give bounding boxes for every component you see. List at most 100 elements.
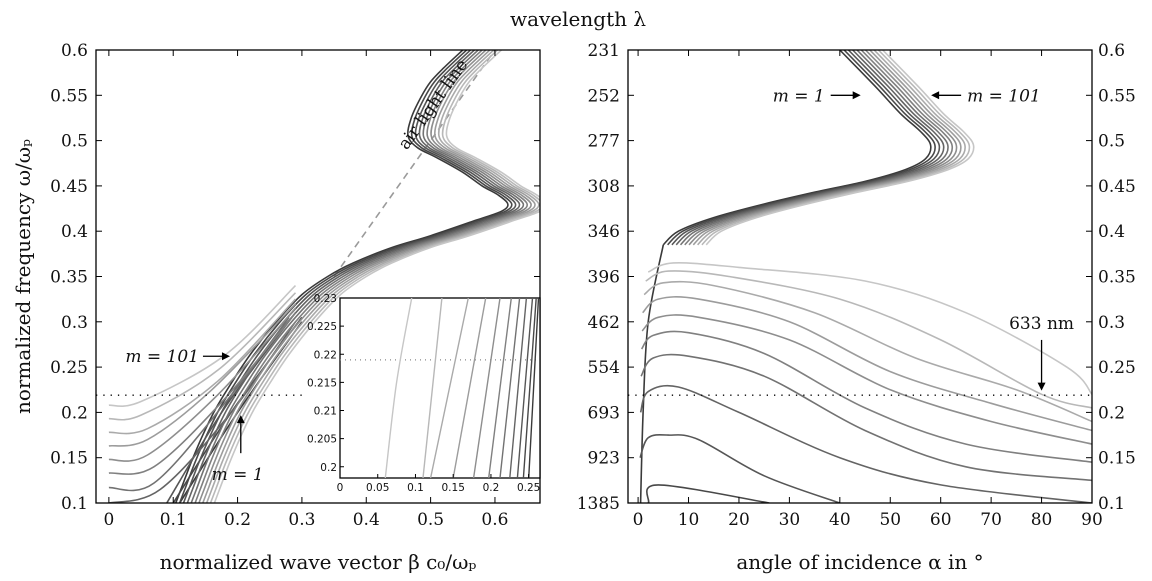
inset-x-tick-label: 0.15 [442,482,465,494]
arrow-m1-head [236,415,245,424]
inset-frame [339,297,541,479]
right-x-tick-label: 50 [879,510,901,530]
inset-x-tick-label: 0 [337,482,344,494]
right-x-tick-label: 0 [633,510,644,530]
right-y-tick-label: 0.6 [1098,41,1125,61]
wavelength-tick-label: 693 [588,403,620,423]
right-x-tick-label: 40 [829,510,851,530]
right-y-tick-label: 0.5 [1098,132,1125,152]
y-tick-label: 0.5 [61,132,88,152]
air-light-line [333,50,496,277]
series-1-upper-line [175,50,509,503]
right-y-tick-label: 0.2 [1098,403,1125,423]
series-10-upper-line [209,50,540,503]
right-x-tick-label: 90 [1081,510,1103,530]
right-series-9-top-line [697,50,966,246]
wavelength-tick-label: 346 [588,222,620,242]
wavelength-tick-label: 231 [588,41,620,61]
right-annotation-m101: m = 101 [967,86,1041,106]
right-series-9-line [643,280,1092,423]
right-x-tick-label: 80 [1031,510,1053,530]
series-10-lower-line [108,292,297,421]
x-tick-label: 0.4 [353,510,380,530]
right-series-2-line [640,484,770,503]
inset-x-tick-label: 0.1 [407,482,424,494]
right-y-tick-label: 0.1 [1098,494,1125,514]
x-tick-label: 0.2 [224,510,251,530]
x-tick-label: 0.3 [288,510,315,530]
inset-y-tick-label: 0.205 [307,434,337,446]
right-series-5-line [640,353,1092,482]
x-tick-label: 0 [103,510,114,530]
left-curves [108,50,540,503]
series-2-upper-line [178,50,513,503]
right-series-7-line [641,314,1092,445]
right-series-2-top-line [667,50,936,246]
right-series-6-top-line [684,50,954,246]
right-y-tick-label: 0.15 [1098,449,1136,469]
arrow-633nm-head [1037,382,1046,391]
right-y-tick-label: 0.35 [1098,268,1136,288]
inset-y-tick-label: 0.21 [314,406,337,418]
right-y-tick-label: 0.4 [1098,222,1125,242]
right-x-tick-label: 20 [728,510,750,530]
y-tick-label: 0.25 [50,358,88,378]
inset-x-tick-label: 0.25 [517,482,540,494]
right-x-tick-label: 10 [678,510,700,530]
annotation-633nm: 633 nm [1009,314,1074,334]
right-x-axis-label: angle of incidence α in ° [736,550,983,574]
inset-y-tick-label: 0.2 [320,462,337,474]
y-tick-label: 0.4 [61,222,88,242]
annotation-m101: m = 101 [125,347,199,367]
series-6-lower-line [108,312,297,475]
right-curves [639,50,1092,503]
right-y-tick-label: 0.3 [1098,313,1125,333]
inset-series-8-line [452,298,487,478]
series-11-upper-line [213,50,540,503]
y-tick-label: 0.15 [50,449,88,469]
wavelength-tick-label: 462 [588,313,620,333]
y-tick-label: 0.45 [50,177,88,197]
series-7-upper-line [198,50,532,503]
right-annotation-m1: m = 1 [773,86,825,106]
inset-series-6-line [488,298,512,478]
series-6-upper-line [194,50,529,503]
inset-series-3-line [516,298,534,478]
inset-series-10-line [422,298,443,478]
series-5-upper-line [190,50,525,503]
right-series-3-top-line [671,50,941,246]
right-series-5-top-line [679,50,949,246]
y-tick-label: 0.1 [61,494,88,514]
right-series-1-line [639,244,665,503]
right-series-4-line [639,384,1092,503]
right-x-tick-label: 70 [980,510,1002,530]
right-series-7-top-line [688,50,958,246]
inset-x-tick-label: 0.05 [366,482,389,494]
right-series-10-line [645,270,1092,409]
series-3-upper-line [182,50,517,503]
right-series-1-top-line [662,50,932,246]
wavelength-tick-label: 396 [588,268,620,288]
inset-x-tick-label: 0.2 [483,482,500,494]
wavelength-axis-title: wavelength λ [510,7,646,31]
right-y-tick-label: 0.25 [1098,358,1136,378]
right-y-tick-label: 0.45 [1098,177,1136,197]
x-tick-label: 0.1 [160,510,187,530]
inset-series-11-line [384,298,413,478]
right-arrow-m101-head [931,91,940,100]
light-line-label: air light line [395,56,473,154]
series-4-upper-line [186,50,521,503]
series-9-upper-line [205,50,540,503]
right-arrow-m1-head [852,91,861,100]
right-series-8-line [642,296,1092,432]
series-11-lower-line [108,285,297,407]
inset-series-9-line [429,298,469,478]
inset-y-tick-label: 0.22 [314,349,337,361]
y-axis-label: normalized frequency ω/ωₚ [11,139,35,414]
inset-panel: 0 0.05 0.1 0.15 0.2 0.25 0.2 0.205 0.21 0.215 0.22… [307,293,541,494]
right-series-8-top-line [692,50,962,246]
y-tick-label: 0.2 [61,403,88,423]
right-series-10-top-line [701,50,971,246]
inset-series-4-line [509,298,528,478]
